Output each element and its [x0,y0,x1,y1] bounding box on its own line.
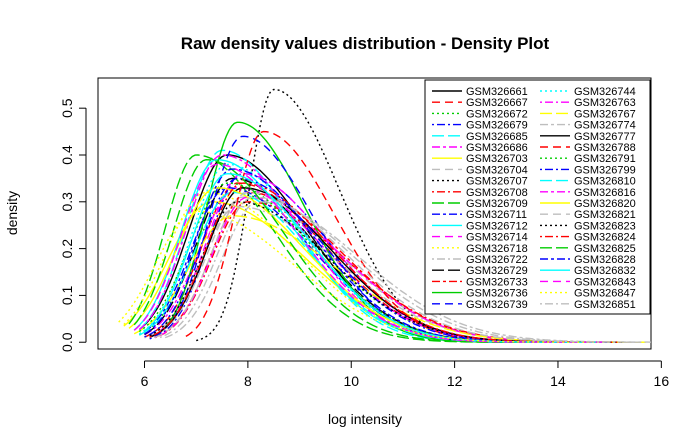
legend-box [424,79,651,315]
series-line-GSM326685 [138,149,584,343]
series-line-GSM326851 [159,196,641,343]
legend-entry: GSM326774 [574,120,636,132]
y-tick-label: 0.2 [59,239,75,259]
legend-entry: GSM326703 [466,153,528,165]
series-line-GSM326843 [133,163,605,343]
legend-entry: GSM326810 [574,176,636,188]
legend-entry: GSM326686 [466,142,528,154]
series-line-GSM326774 [164,201,652,343]
x-tick-label: 14 [550,373,566,389]
legend-entry: GSM326763 [574,97,636,109]
legend-entry: GSM326711 [466,209,527,221]
series-line-GSM326810 [138,191,589,343]
legend-entry: GSM326843 [574,276,636,288]
series-curves [118,88,652,343]
x-axis: 6 8 10 12 14 16 [141,360,670,389]
legend-entry: GSM326736 [466,288,528,300]
y-tick-label: 0.5 [59,98,75,118]
legend-entry: GSM326685 [466,131,528,143]
legend-entry: GSM326744 [574,86,636,98]
legend-entry: GSM326824 [574,232,636,244]
legend: GSM326661GSM326667GSM326672GSM326679GSM3… [424,79,651,315]
y-axis-label: density [4,191,20,235]
legend-entry: GSM326823 [574,220,636,232]
plot-frame [97,77,652,350]
legend-entry: GSM326791 [574,153,636,165]
y-tick-label: 0.0 [59,332,75,352]
legend-entry: GSM326847 [574,288,636,300]
legend-entry: GSM326661 [466,86,528,98]
legend-entry: GSM326788 [574,142,636,154]
legend-entry: GSM326712 [466,220,528,232]
legend-entry: GSM326672 [466,108,528,120]
legend-entry: GSM326714 [466,232,528,244]
legend-entry: GSM326718 [466,243,528,255]
legend-entry: GSM326821 [574,209,636,221]
y-tick-label: 0.1 [59,285,75,305]
legend-entry: GSM326707 [466,176,528,188]
legend-entry: GSM326777 [574,131,636,143]
x-tick-label: 16 [654,373,670,389]
series-line-GSM326847 [118,210,626,343]
legend-entry: GSM326679 [466,120,528,132]
x-axis-label: log intensity [328,411,402,427]
series-line-GSM326739 [154,135,589,343]
y-tick-label: 0.4 [59,145,75,165]
x-tick-label: 6 [141,373,149,389]
legend-entry: GSM326851 [574,299,636,311]
legend-entry: GSM326733 [466,276,528,288]
x-tick-label: 10 [343,373,359,389]
y-axis: 0.0 0.1 0.2 0.3 0.4 0.5 [59,98,87,352]
legend-entry: GSM326729 [466,265,528,277]
legend-entry: GSM326708 [466,187,528,199]
series-line-GSM326799 [144,177,615,343]
legend-entry: GSM326825 [574,243,636,255]
legend-entry: GSM326820 [574,198,636,210]
y-tick-label: 0.3 [59,192,75,212]
x-tick-label: 12 [447,373,463,389]
legend-entry: GSM326722 [466,254,528,266]
legend-entry: GSM326799 [574,164,636,176]
legend-entry: GSM326667 [466,97,528,109]
legend-entry: GSM326709 [466,198,528,210]
legend-entry: GSM326704 [466,164,528,176]
legend-entry: GSM326832 [574,265,636,277]
legend-entry: GSM326739 [466,299,528,311]
chart-title: Raw density values distribution - Densit… [181,34,550,53]
legend-entry: GSM326828 [574,254,636,266]
x-tick-label: 8 [244,373,252,389]
legend-entry: GSM326767 [574,108,636,120]
legend-entry: GSM326816 [574,187,636,199]
